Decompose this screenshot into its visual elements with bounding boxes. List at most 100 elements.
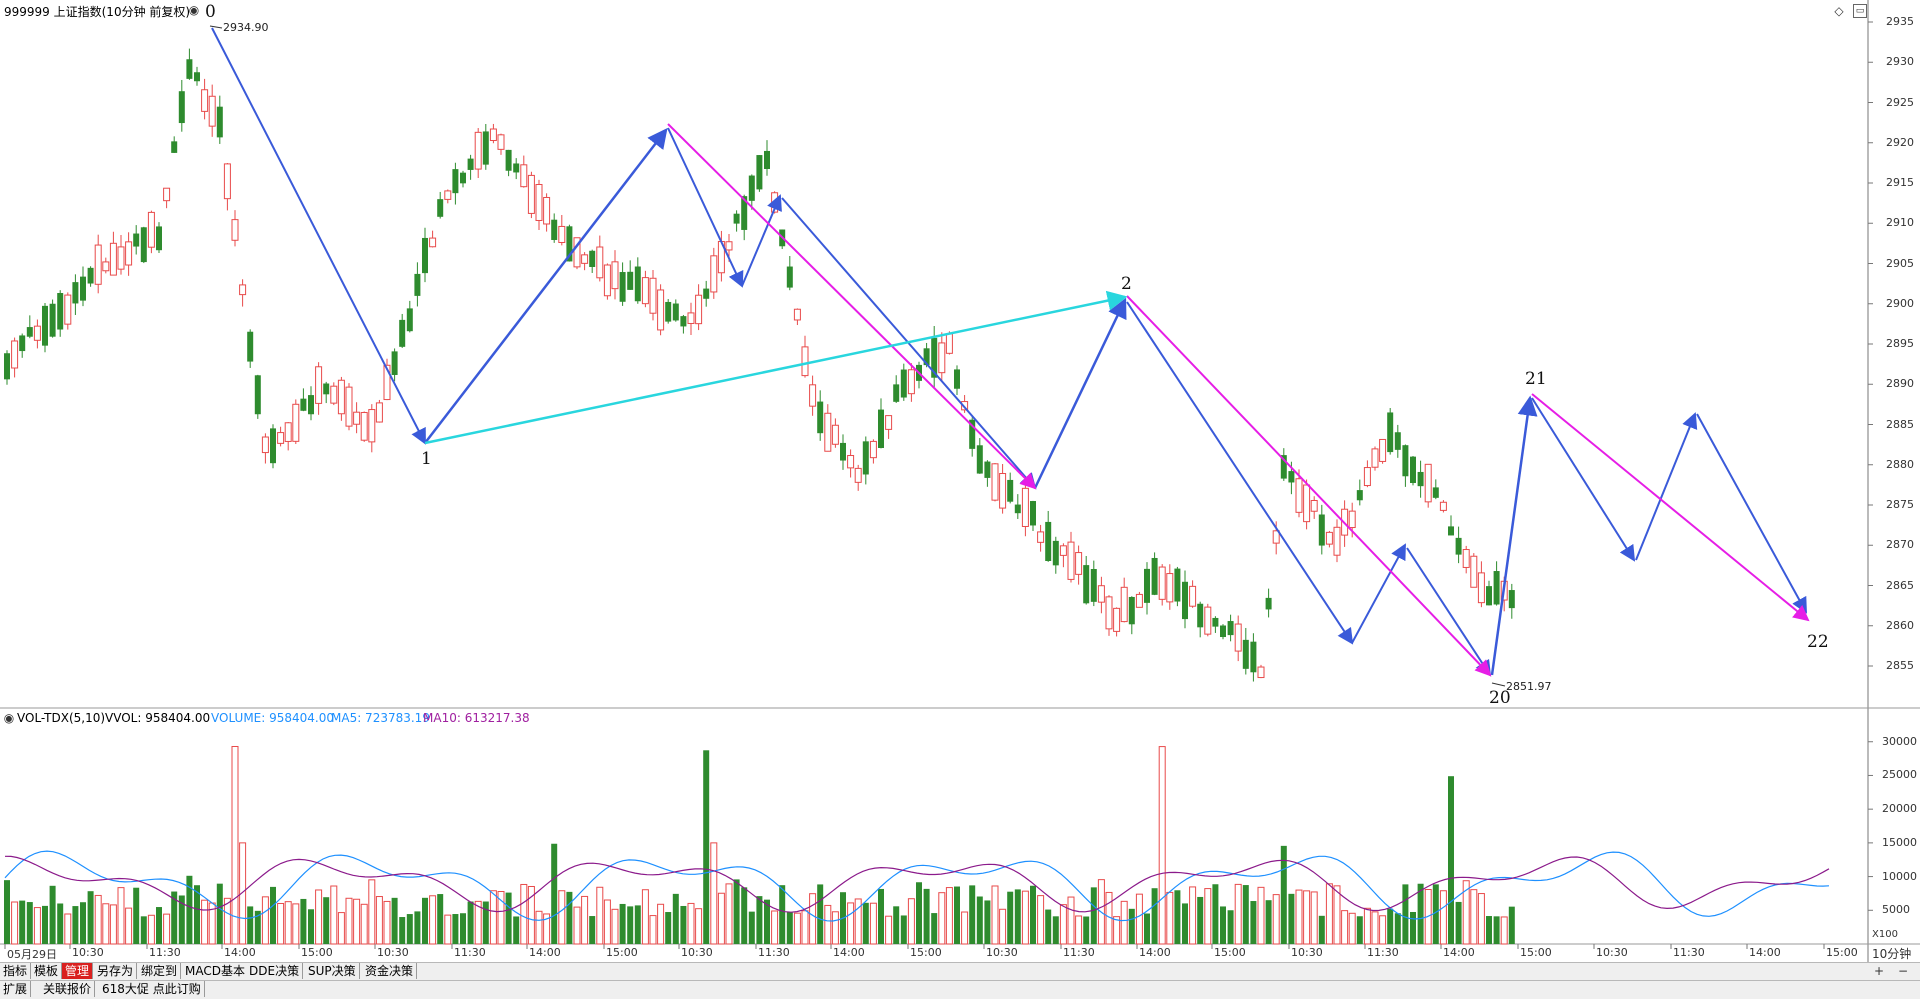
volume-bar-down: [1280, 845, 1287, 944]
candle-body-up: [793, 308, 801, 321]
tab-template[interactable]: 模板: [31, 963, 63, 979]
toolbar-row-2: 扩展 关联报价 618大促 点此订购: [0, 980, 1920, 999]
tab-related-quotes[interactable]: 关联报价: [40, 981, 96, 997]
candle-body-down: [1151, 557, 1158, 595]
candle-body-up: [223, 163, 231, 200]
candle-body-up: [1097, 585, 1105, 603]
high-price-note: 2934.90: [223, 21, 269, 34]
period-label[interactable]: 10分钟: [1872, 947, 1912, 961]
volume-bar-up: [125, 907, 133, 945]
volume-bar-down: [1417, 883, 1424, 944]
volume-bar-up: [1120, 900, 1128, 945]
panel-toggle-icon[interactable]: ▭: [1853, 4, 1867, 18]
candle-body-up: [284, 422, 292, 442]
volume-bar-down: [1410, 911, 1416, 944]
candle-body-down: [4, 353, 10, 380]
tab-fund[interactable]: 资金决策: [362, 963, 418, 979]
candle-body-up: [353, 411, 361, 425]
tab-expand[interactable]: 扩展: [0, 981, 32, 997]
candle-body-down: [1220, 625, 1226, 638]
volume-bar-down: [741, 887, 748, 944]
volume-bar-down: [1030, 885, 1036, 944]
candle-body-up: [292, 403, 300, 442]
time-tick-label: 05月29日: [7, 948, 57, 961]
candle-body-up: [1325, 531, 1333, 545]
candle-body-down: [1007, 479, 1014, 502]
volume-bar-up: [223, 897, 231, 945]
volume-bar-down: [80, 902, 86, 944]
candle-body-up: [489, 128, 497, 142]
candle-body-down: [1493, 571, 1500, 605]
volume-bar-down: [1288, 893, 1295, 944]
tab-bind-to[interactable]: 绑定到: [138, 963, 182, 979]
time-tick-label: 10:30: [377, 946, 409, 959]
volume-bar-up: [1059, 904, 1067, 945]
volume-bar-up: [315, 889, 323, 945]
price-tick-label: 2925: [1886, 95, 1914, 109]
tab-sup[interactable]: SUP决策: [305, 963, 360, 979]
tab-manage[interactable]: 管理: [62, 963, 94, 979]
volume-bar-down: [1227, 910, 1234, 944]
tab-macd[interactable]: MACD基本: [182, 963, 249, 979]
wave-arrow: [1635, 412, 1698, 561]
volume-bar-up: [1439, 890, 1447, 945]
volume-bar-up: [1348, 912, 1356, 945]
diamond-icon[interactable]: ◇: [1834, 4, 1844, 18]
candle-body-down: [1242, 639, 1249, 669]
candle-body-down: [254, 375, 261, 415]
time-tick-label: 15:00: [606, 946, 638, 959]
volume-bar-down: [1486, 916, 1492, 944]
price-tick-label: 2875: [1886, 498, 1914, 511]
candle-body-down: [194, 72, 200, 82]
tab-promo-618[interactable]: 618大促 点此订购: [99, 981, 205, 997]
tab-dde[interactable]: DDE决策: [246, 963, 304, 979]
price-tick-label: 2855: [1886, 659, 1914, 672]
zoom-out-button[interactable]: −: [1897, 964, 1909, 978]
volume-bar-down: [414, 911, 421, 944]
candle-body-up: [687, 312, 695, 324]
volume-bar-down: [156, 907, 162, 944]
time-tick-label: 14:00: [1443, 946, 1475, 959]
wave-arrow: [1351, 543, 1406, 644]
candle-body-down: [862, 441, 869, 475]
candle-body-down: [437, 199, 444, 217]
candle-body-up: [147, 211, 155, 248]
collapse-circle-icon[interactable]: ◉: [188, 3, 200, 17]
candle-body-down: [467, 158, 474, 170]
candle-body-up: [64, 294, 72, 325]
vol-tick-label: 5000: [1882, 903, 1910, 917]
low-price-note: 2851.97: [1506, 680, 1552, 693]
volume-bar-down: [748, 911, 755, 944]
volume-bar-up: [239, 842, 247, 945]
tab-indicator[interactable]: 指标: [0, 963, 32, 979]
volume-bar-down: [254, 910, 261, 944]
candle-body-up: [1424, 463, 1432, 503]
candle-body-up: [543, 196, 551, 225]
volume-bar-down: [171, 891, 178, 944]
volume-bar-down: [247, 906, 254, 944]
candle-body-up: [315, 366, 323, 404]
volume-bar-up: [1135, 893, 1143, 945]
volume-bar-up: [383, 900, 391, 945]
volume-bar-up: [869, 902, 877, 945]
wave-arrow: [424, 128, 668, 444]
candle-body-up: [657, 289, 665, 331]
volume-bar-up: [527, 885, 535, 945]
volume-bar-down: [49, 885, 56, 944]
volume-bar-down: [1394, 913, 1401, 944]
volume-bar-up: [991, 885, 999, 945]
vol-collapse-icon[interactable]: ◉: [3, 711, 15, 725]
volume-bar-down: [1182, 903, 1188, 944]
candle-body-down: [817, 401, 824, 434]
volume-bar-up: [261, 896, 269, 945]
candle-body-up: [999, 473, 1007, 509]
volume-bar-down: [270, 886, 276, 944]
volume-bar-up: [444, 914, 452, 945]
tab-save-as[interactable]: 另存为: [94, 963, 138, 979]
volume-bar-down: [467, 901, 474, 944]
candle-body-down: [756, 155, 763, 190]
candle-body-up: [1075, 552, 1083, 575]
zoom-in-button[interactable]: +: [1873, 964, 1885, 978]
candle-body-up: [109, 242, 117, 276]
price-tick-label: 2870: [1886, 538, 1914, 552]
